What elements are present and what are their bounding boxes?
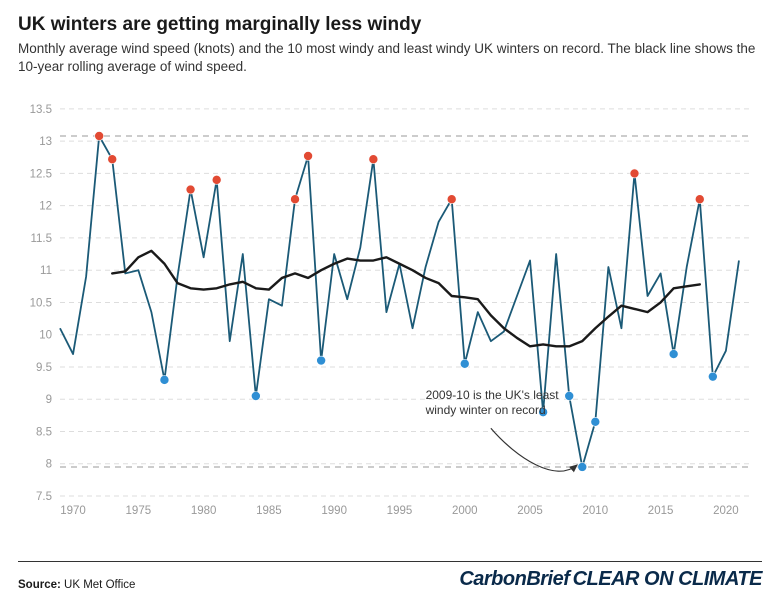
high-wind-marker — [630, 169, 639, 178]
annotation-arrow — [491, 429, 577, 472]
svg-text:2020: 2020 — [713, 505, 739, 517]
high-wind-marker — [447, 195, 456, 204]
low-wind-marker — [708, 373, 717, 382]
svg-text:9.5: 9.5 — [36, 362, 52, 374]
svg-text:1970: 1970 — [60, 505, 86, 517]
high-wind-marker — [304, 152, 313, 161]
source-label: Source: — [18, 579, 61, 591]
svg-text:1990: 1990 — [321, 505, 347, 517]
brand-logo: CarbonBrief CLEAR ON CLIMATE — [459, 568, 762, 591]
source-line: Source: UK Met Office — [18, 579, 135, 591]
svg-text:2015: 2015 — [648, 505, 674, 517]
low-wind-marker — [591, 418, 600, 427]
svg-text:12: 12 — [39, 201, 52, 213]
svg-text:1995: 1995 — [387, 505, 413, 517]
svg-text:11.5: 11.5 — [30, 233, 52, 245]
annotation-text: 2009-10 is the UK's least — [426, 389, 560, 403]
svg-text:1985: 1985 — [256, 505, 282, 517]
high-wind-marker — [108, 155, 117, 164]
svg-text:1980: 1980 — [191, 505, 217, 517]
chart-footer: Source: UK Met Office CarbonBrief CLEAR … — [18, 561, 762, 591]
low-wind-marker — [578, 463, 587, 472]
high-wind-marker — [95, 132, 104, 141]
svg-text:10.5: 10.5 — [30, 298, 52, 310]
svg-text:2000: 2000 — [452, 505, 478, 517]
svg-text:7.5: 7.5 — [36, 491, 52, 503]
svg-text:9: 9 — [46, 395, 52, 407]
high-wind-marker — [186, 185, 195, 194]
low-wind-marker — [669, 350, 678, 359]
low-wind-marker — [251, 392, 260, 401]
low-wind-marker — [460, 360, 469, 369]
svg-text:1975: 1975 — [126, 505, 152, 517]
svg-text:2010: 2010 — [583, 505, 609, 517]
high-wind-marker — [369, 155, 378, 164]
svg-text:10: 10 — [39, 330, 52, 342]
svg-text:12.5: 12.5 — [30, 169, 52, 181]
annotation-text: windy winter on record — [425, 404, 546, 418]
source-value: UK Met Office — [64, 579, 135, 591]
high-wind-marker — [291, 195, 300, 204]
low-wind-marker — [565, 392, 574, 401]
high-wind-marker — [695, 195, 704, 204]
svg-text:8.5: 8.5 — [36, 427, 52, 439]
wind-series-line — [60, 136, 739, 467]
chart-title: UK winters are getting marginally less w… — [18, 14, 762, 36]
svg-text:2005: 2005 — [517, 505, 543, 517]
svg-text:13: 13 — [39, 137, 52, 149]
svg-text:8: 8 — [46, 459, 52, 471]
chart-subtitle: Monthly average wind speed (knots) and t… — [18, 40, 758, 76]
high-wind-marker — [212, 176, 221, 185]
svg-text:13.5: 13.5 — [30, 104, 52, 116]
wind-speed-chart: 7.5 8 8.5 9 9.5 10 10.5 11 11.5 12 12.5 13 13.5 1970 1… — [18, 86, 762, 526]
low-wind-marker — [160, 376, 169, 385]
low-wind-marker — [317, 356, 326, 365]
svg-text:11: 11 — [40, 266, 52, 278]
